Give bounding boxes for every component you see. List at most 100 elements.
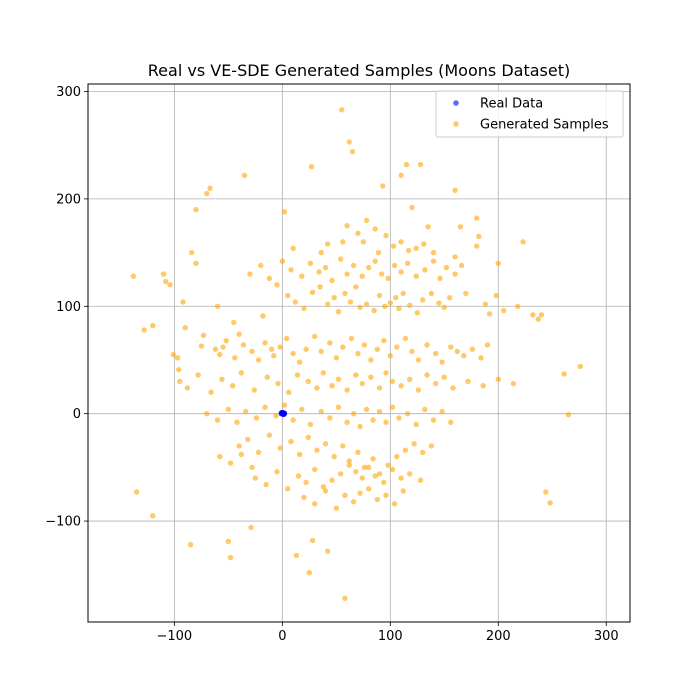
point-generated-samples: [473, 215, 480, 221]
point-generated-samples: [400, 290, 406, 297]
legend: Real Data Generated Samples: [435, 90, 624, 138]
point-generated-samples: [240, 342, 247, 348]
point-generated-samples: [260, 313, 266, 319]
point-generated-samples: [394, 453, 400, 460]
point-generated-samples: [372, 258, 378, 264]
point-generated-samples: [439, 408, 445, 415]
point-generated-samples: [500, 307, 507, 314]
point-generated-samples: [251, 387, 257, 393]
point-generated-samples: [407, 302, 413, 308]
point-generated-samples: [306, 569, 313, 576]
point-generated-samples: [417, 477, 424, 483]
legend-label-generated-samples: Generated Samples: [480, 118, 609, 133]
point-generated-samples: [150, 512, 156, 519]
point-generated-samples: [417, 161, 424, 168]
point-generated-samples: [339, 107, 345, 113]
point-generated-samples: [285, 292, 291, 299]
point-generated-samples: [348, 335, 355, 342]
data-points: [130, 107, 584, 602]
point-generated-samples: [318, 348, 324, 355]
point-generated-samples: [482, 301, 489, 307]
point-generated-samples: [286, 389, 292, 395]
point-generated-samples: [204, 190, 210, 197]
axes-frame: [87, 83, 631, 623]
point-generated-samples: [229, 383, 236, 389]
point-generated-samples: [283, 335, 290, 342]
point-generated-samples: [383, 492, 389, 498]
chart-title: Real vs VE-SDE Generated Samples (Moons …: [148, 61, 570, 80]
point-generated-samples: [346, 458, 352, 464]
point-generated-samples: [515, 303, 521, 309]
point-generated-samples: [383, 232, 389, 239]
point-generated-samples: [407, 376, 413, 383]
point-generated-samples: [430, 258, 437, 264]
point-generated-samples: [422, 406, 428, 413]
point-generated-samples: [200, 332, 207, 338]
point-generated-samples: [404, 260, 411, 267]
point-generated-samples: [252, 475, 259, 481]
point-generated-samples: [473, 243, 480, 249]
point-generated-samples: [394, 344, 400, 350]
point-generated-samples: [375, 249, 382, 256]
point-generated-samples: [307, 260, 314, 267]
point-generated-samples: [236, 443, 242, 449]
point-generated-samples: [193, 260, 199, 267]
point-generated-samples: [371, 307, 377, 314]
point-generated-samples: [303, 479, 309, 486]
point-generated-samples: [415, 387, 422, 393]
point-generated-samples: [361, 464, 368, 471]
point-generated-samples: [424, 372, 430, 378]
point-generated-samples: [547, 500, 553, 506]
point-generated-samples: [349, 148, 356, 155]
point-generated-samples: [448, 419, 454, 425]
point-generated-samples: [340, 344, 346, 350]
point-generated-samples: [312, 466, 318, 473]
point-generated-samples: [432, 350, 439, 357]
point-generated-samples: [577, 363, 584, 370]
point-generated-samples: [309, 289, 316, 296]
point-generated-samples: [355, 230, 361, 236]
point-generated-samples: [357, 490, 363, 496]
point-generated-samples: [452, 187, 458, 194]
point-generated-samples: [469, 346, 476, 352]
point-generated-samples: [353, 468, 359, 475]
point-generated-samples: [163, 278, 169, 285]
point-generated-samples: [227, 460, 234, 466]
point-generated-samples: [292, 299, 298, 305]
point-generated-samples: [383, 370, 389, 376]
legend-box: [435, 90, 624, 138]
point-generated-samples: [225, 538, 232, 545]
point-generated-samples: [414, 310, 420, 316]
point-generated-samples: [357, 304, 363, 311]
point-generated-samples: [322, 264, 329, 271]
point-generated-samples: [318, 249, 324, 256]
point-generated-samples: [279, 258, 286, 264]
y-tick-label: 0: [73, 407, 81, 422]
point-generated-samples: [393, 295, 399, 301]
point-generated-samples: [204, 410, 210, 417]
point-generated-samples: [275, 380, 281, 387]
point-generated-samples: [376, 408, 383, 415]
point-generated-samples: [249, 348, 255, 355]
point-generated-samples: [359, 380, 365, 387]
point-generated-samples: [363, 301, 370, 307]
point-generated-samples: [437, 275, 443, 282]
point-generated-samples: [329, 277, 335, 284]
point-generated-samples: [387, 300, 394, 306]
point-generated-samples: [288, 267, 294, 273]
point-generated-samples: [255, 449, 262, 456]
point-generated-samples: [398, 269, 404, 275]
point-generated-samples: [391, 501, 398, 507]
point-generated-samples: [387, 352, 394, 359]
point-real-data: [281, 410, 288, 416]
point-generated-samples: [448, 344, 454, 350]
point-generated-samples: [543, 489, 549, 495]
point-generated-samples: [340, 443, 346, 449]
point-generated-samples: [307, 421, 314, 428]
point-generated-samples: [277, 445, 283, 451]
point-generated-samples: [231, 319, 237, 326]
point-generated-samples: [360, 239, 367, 245]
point-generated-samples: [346, 462, 352, 468]
x-tick-label: 300: [594, 629, 619, 644]
point-generated-samples: [299, 406, 305, 413]
